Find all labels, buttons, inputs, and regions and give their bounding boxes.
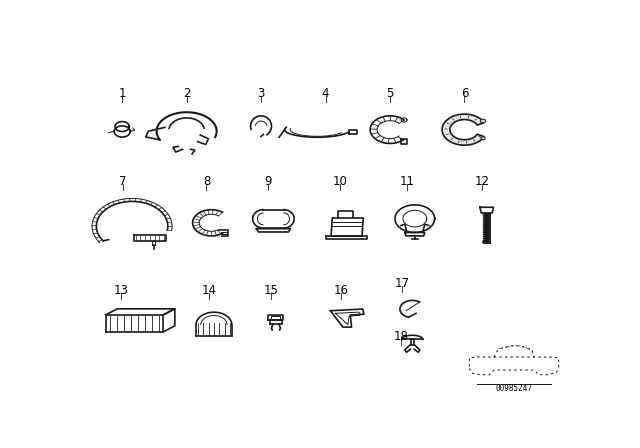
Text: 8: 8 [203,175,210,188]
Text: 13: 13 [113,284,128,297]
Text: 14: 14 [202,284,216,297]
Circle shape [481,119,486,123]
Text: 5: 5 [387,87,394,100]
Text: 16: 16 [334,284,349,297]
Polygon shape [442,114,484,145]
Text: 4: 4 [322,87,329,100]
Text: 1: 1 [118,87,126,100]
Text: 6: 6 [461,87,468,100]
Text: 3: 3 [257,87,265,100]
Text: 00985247: 00985247 [495,384,532,393]
Text: 7: 7 [119,175,127,188]
Text: 9: 9 [265,175,272,188]
Text: 12: 12 [474,175,489,188]
Circle shape [481,137,485,140]
Text: 2: 2 [183,87,190,100]
Text: 11: 11 [400,175,415,188]
Text: 18: 18 [394,330,409,343]
Text: 10: 10 [333,175,348,188]
Text: 17: 17 [395,277,410,290]
Text: 15: 15 [264,284,278,297]
